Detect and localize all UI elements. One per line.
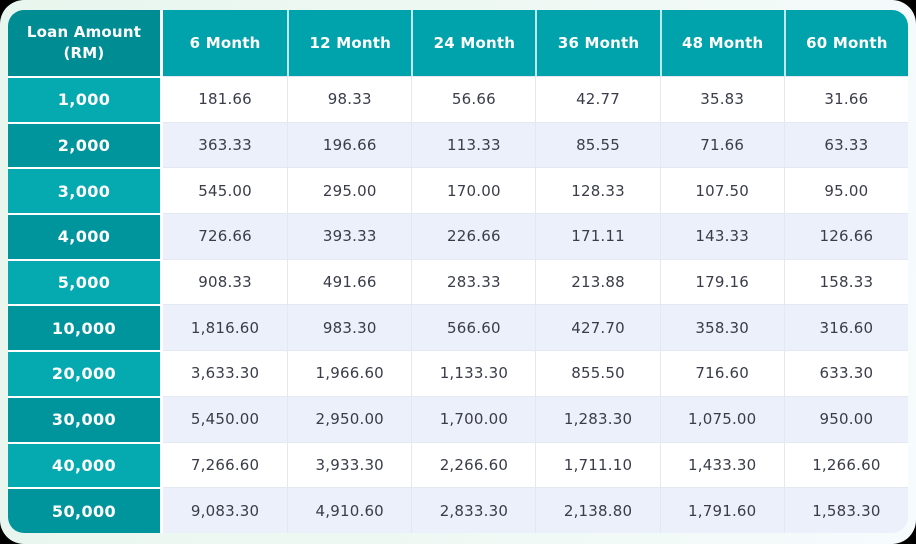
table-row: 50,000 9,083.30 4,910.60 2,833.30 2,138.80 1,…: [8, 487, 908, 533]
value-cell: 358.30: [659, 304, 784, 351]
value-cell: 427.70: [535, 304, 660, 351]
row-label-cell: 3,000: [8, 167, 163, 214]
value-cell: 1,133.30: [411, 350, 536, 396]
column-header-36-month: 36 Month: [535, 10, 660, 76]
value-cell: 393.33: [287, 213, 412, 259]
table-row: 20,000 3,633.30 1,966.60 1,133.30 855.50 716.…: [8, 350, 908, 396]
row-label-cell: 40,000: [8, 441, 163, 488]
value-cell: 3,633.30: [163, 350, 288, 396]
value-cell: 143.33: [659, 213, 784, 259]
value-cell: 126.66: [783, 213, 908, 259]
value-cell: 35.83: [659, 76, 784, 122]
value-cell: 107.50: [659, 167, 784, 214]
value-cell: 950.00: [783, 395, 908, 442]
value-cell: 5,450.00: [163, 395, 288, 442]
value-cell: 1,283.30: [535, 395, 660, 442]
row-label-cell: 10,000: [8, 304, 163, 351]
value-cell: 181.66: [163, 76, 288, 122]
value-cell: 179.16: [659, 258, 784, 305]
value-cell: 1,266.60: [783, 441, 908, 488]
value-cell: 1,433.30: [659, 441, 784, 488]
value-cell: 983.30: [287, 304, 412, 351]
value-cell: 98.33: [287, 76, 412, 122]
value-cell: 171.11: [535, 213, 660, 259]
value-cell: 1,583.30: [783, 487, 908, 533]
value-cell: 63.33: [783, 121, 908, 168]
table-row: 10,000 1,816.60 983.30 566.60 427.70 358.30 31…: [8, 304, 908, 351]
corner-header-line1: Loan Amount: [26, 23, 142, 41]
column-header-48-month: 48 Month: [659, 10, 784, 76]
value-cell: 1,711.10: [535, 441, 660, 488]
table-row: 30,000 5,450.00 2,950.00 1,700.00 1,283.30 1,…: [8, 395, 908, 442]
value-cell: 726.66: [163, 213, 288, 259]
row-label-cell: 30,000: [8, 395, 163, 442]
corner-header-loan-amount: Loan Amount (RM): [8, 10, 163, 76]
value-cell: 295.00: [287, 167, 412, 214]
value-cell: 31.66: [783, 76, 908, 122]
table-row: 40,000 7,266.60 3,933.30 2,266.60 1,711.10 1,…: [8, 441, 908, 488]
table-row: 5,000 908.33 491.66 283.33 213.88 179.16 158.3…: [8, 258, 908, 305]
value-cell: 1,700.00: [411, 395, 536, 442]
value-cell: 7,266.60: [163, 441, 288, 488]
corner-header-line2: (RM): [63, 44, 105, 62]
value-cell: 128.33: [535, 167, 660, 214]
value-cell: 4,910.60: [287, 487, 412, 533]
column-header-12-month: 12 Month: [287, 10, 412, 76]
value-cell: 1,816.60: [163, 304, 288, 351]
value-cell: 1,791.60: [659, 487, 784, 533]
row-label-cell: 5,000: [8, 258, 163, 305]
table-body: 1,000 181.66 98.33 56.66 42.77 35.83 31.66 2,00…: [8, 76, 908, 533]
column-header-24-month: 24 Month: [411, 10, 536, 76]
value-cell: 1,075.00: [659, 395, 784, 442]
table-row: 3,000 545.00 295.00 170.00 128.33 107.50 95.00: [8, 167, 908, 214]
table-row: 4,000 726.66 393.33 226.66 171.11 143.33 126.6…: [8, 213, 908, 259]
value-cell: 908.33: [163, 258, 288, 305]
value-cell: 85.55: [535, 121, 660, 168]
value-cell: 855.50: [535, 350, 660, 396]
value-cell: 213.88: [535, 258, 660, 305]
value-cell: 196.66: [287, 121, 412, 168]
value-cell: 2,138.80: [535, 487, 660, 533]
value-cell: 113.33: [411, 121, 536, 168]
value-cell: 566.60: [411, 304, 536, 351]
value-cell: 95.00: [783, 167, 908, 214]
table-row: 1,000 181.66 98.33 56.66 42.77 35.83 31.66: [8, 76, 908, 122]
loan-repayment-table: Loan Amount (RM) 6 Month 12 Month 24 Month…: [8, 10, 908, 533]
value-cell: 158.33: [783, 258, 908, 305]
value-cell: 316.60: [783, 304, 908, 351]
value-cell: 633.30: [783, 350, 908, 396]
value-cell: 1,966.60: [287, 350, 412, 396]
value-cell: 71.66: [659, 121, 784, 168]
value-cell: 545.00: [163, 167, 288, 214]
value-cell: 56.66: [411, 76, 536, 122]
column-header-60-month: 60 Month: [783, 10, 908, 76]
value-cell: 3,933.30: [287, 441, 412, 488]
value-cell: 2,266.60: [411, 441, 536, 488]
value-cell: 283.33: [411, 258, 536, 305]
value-cell: 42.77: [535, 76, 660, 122]
row-label-cell: 20,000: [8, 350, 163, 396]
value-cell: 491.66: [287, 258, 412, 305]
value-cell: 363.33: [163, 121, 288, 168]
value-cell: 2,950.00: [287, 395, 412, 442]
table-row: 2,000 363.33 196.66 113.33 85.55 71.66 63.33: [8, 121, 908, 168]
value-cell: 716.60: [659, 350, 784, 396]
row-label-cell: 2,000: [8, 121, 163, 168]
value-cell: 226.66: [411, 213, 536, 259]
row-label-cell: 1,000: [8, 76, 163, 122]
row-label-cell: 4,000: [8, 213, 163, 259]
value-cell: 9,083.30: [163, 487, 288, 533]
value-cell: 2,833.30: [411, 487, 536, 533]
value-cell: 170.00: [411, 167, 536, 214]
header-row: Loan Amount (RM) 6 Month 12 Month 24 Month…: [8, 10, 908, 76]
row-label-cell: 50,000: [8, 487, 163, 533]
column-header-6-month: 6 Month: [163, 10, 288, 76]
